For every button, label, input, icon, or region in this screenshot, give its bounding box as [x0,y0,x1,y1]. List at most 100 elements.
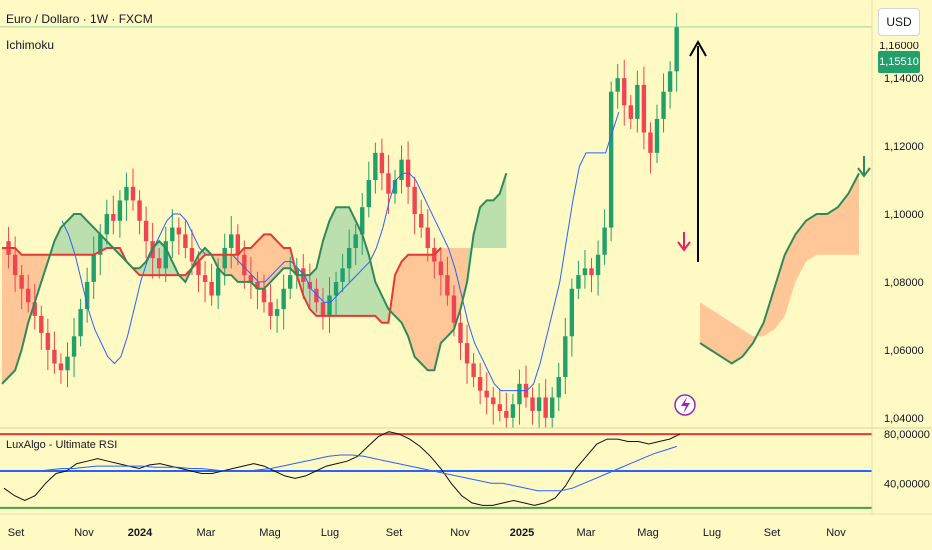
candle-up [536,397,542,412]
cloud-bull [290,207,389,323]
candle-down [12,254,18,276]
candle-up [360,207,365,235]
y-tick-label: 1,06000 [884,345,924,357]
candle-down [484,390,489,398]
x-tick-label: 2024 [128,527,153,539]
cloud-bear [2,247,48,384]
x-tick-label: Nov [74,527,94,539]
candle-up [170,227,175,242]
candle-up [569,288,575,337]
x-tick-label: Lug [703,527,721,539]
candle-down [458,322,463,344]
candle-up [615,78,620,92]
candle-down [255,281,260,289]
candle-down [137,200,142,221]
candle-up [373,152,378,181]
arrow-down-icon-green-head [857,167,871,178]
rsi-signal-line [4,445,677,492]
candle-down [471,363,476,378]
future-span-line [699,172,860,365]
candle-down [504,411,509,418]
candle-up [327,295,332,316]
rsi-indicator-label[interactable]: LuxAlgo - Ultimate RSI [6,439,118,451]
lightning-icon-glyph [681,397,690,414]
candle-down [52,349,57,364]
candle-up [98,234,103,255]
candle-down [19,275,24,289]
candle-up [65,356,70,371]
rsi-y-tick-label: 40,00000 [884,478,930,490]
candle-down [464,343,470,364]
candle-up [78,309,83,337]
candle-down [445,275,450,296]
candle-up [667,71,673,92]
candle-down [497,404,502,412]
x-tick-label: 2025 [510,527,534,539]
candle-down [622,78,627,106]
candle-up [346,247,352,269]
candle-up [392,180,398,194]
x-tick-label: Set [386,527,403,539]
candle-down [45,332,51,350]
candle-up [510,404,516,418]
candle-down [543,397,548,418]
candle-up [222,247,227,269]
x-tick-label: Nov [450,527,470,539]
candle-up [117,200,123,221]
candle-up [608,91,614,228]
chikou-span-line [1,172,508,385]
candle-down [196,261,201,276]
rsi-line [3,431,681,506]
candle-down [209,281,214,296]
rsi-y-tick-label: 80,00000 [884,429,930,441]
y-tick-label: 1,04000 [884,413,924,425]
candle-down [26,288,31,303]
candle-up [602,227,607,255]
candle-up [104,214,109,235]
candle-up [595,254,601,276]
y-tick-label: 1,10000 [884,209,924,221]
candle-down [425,227,430,248]
x-tick-label: Nov [826,527,846,539]
future-cloud [700,173,859,364]
x-tick-label: Mar [577,527,596,539]
currency-button[interactable]: USD [878,8,920,36]
candle-down [189,247,195,262]
candle-down [261,288,267,303]
candle-down [530,397,535,412]
candle-down [320,302,326,316]
candle-down [419,214,424,228]
candle-down [130,186,136,201]
chart-title: Euro / Dollaro · 1W · FXCM [6,12,153,26]
candle-down [438,261,444,276]
candle-up [576,275,581,289]
candle-up [517,383,522,405]
candle-up [215,268,221,296]
cut-price-label: 1,16000 [879,42,919,51]
arrow-down-icon-head [677,241,691,252]
candle-up [556,377,561,398]
candle-down [176,227,182,235]
candle-up [124,186,129,201]
candle-down [248,275,254,282]
candle-down [589,268,594,276]
candle-up [661,91,666,119]
candle-up [229,234,234,248]
candle-up [163,241,168,269]
candle-up [274,309,280,316]
last-price-tag: 1,15510 [878,51,920,73]
candle-up [550,397,555,418]
x-tick-label: Mar [197,527,216,539]
candle-up [366,180,371,208]
candle-down [111,214,116,221]
candle-up [71,336,77,357]
candle-down [412,186,417,214]
candle-down [268,302,273,316]
x-tick-label: Lug [321,527,339,539]
indicator-label[interactable]: Ichimoku [6,38,55,52]
candle-up [635,84,640,119]
candle-down [379,152,385,174]
candle-down [477,377,483,391]
candle-up [288,275,293,289]
